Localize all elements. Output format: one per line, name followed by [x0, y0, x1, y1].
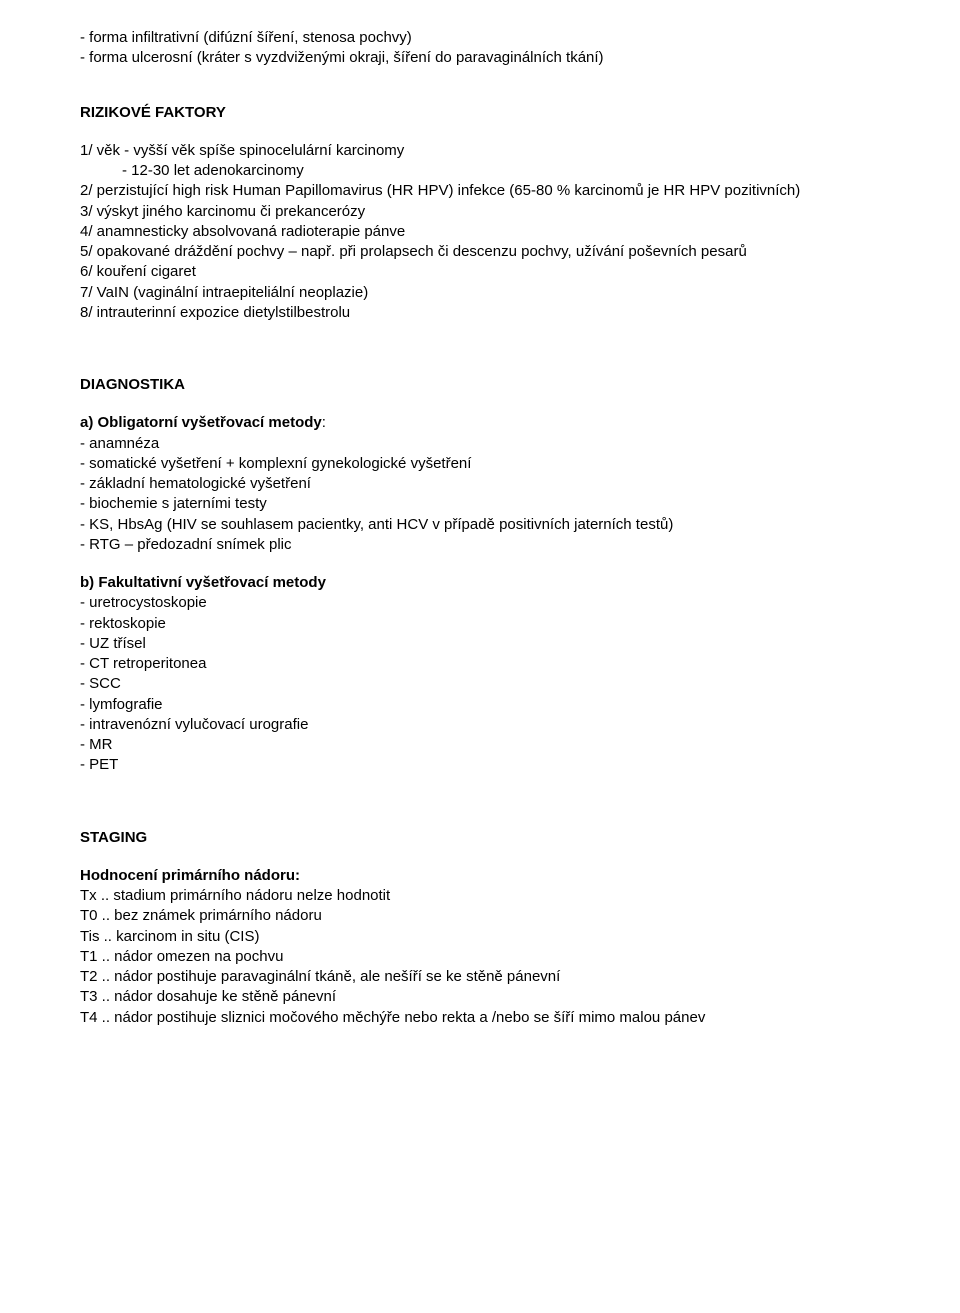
diag-a-colon: :: [322, 414, 326, 431]
staging-item: T3 .. nádor dosahuje ke stěně pánevní: [80, 987, 880, 1007]
intro-block: - forma infiltrativní (difúzní šíření, s…: [80, 28, 880, 69]
diag-a-item: - RTG – předozadní snímek plic: [80, 535, 880, 555]
intro-line: - forma ulcerosní (kráter s vyzdviženými…: [80, 48, 880, 68]
risk-item: 2/ perzistující high risk Human Papillom…: [80, 181, 880, 201]
diag-a-item: - základní hematologické vyšetření: [80, 474, 880, 494]
risk-heading: RIZIKOVÉ FAKTORY: [80, 103, 880, 123]
diag-a-item: - anamnéza: [80, 434, 880, 454]
diag-b-heading: b) Fakultativní vyšetřovací metody: [80, 573, 880, 593]
staging-item: Tis .. karcinom in situ (CIS): [80, 927, 880, 947]
diag-b-item: - SCC: [80, 674, 880, 694]
diag-a-heading-text: a) Obligatorní vyšetřovací metody: [80, 414, 322, 431]
diag-b-item: - UZ třísel: [80, 634, 880, 654]
diag-b-item: - CT retroperitonea: [80, 654, 880, 674]
risk-item-indent: - 12-30 let adenokarcinomy: [80, 161, 880, 181]
staging-subheading: Hodnocení primárního nádoru:: [80, 866, 880, 886]
staging-item: T0 .. bez známek primárního nádoru: [80, 906, 880, 926]
risk-item: 5/ opakované dráždění pochvy – např. při…: [80, 242, 880, 262]
diag-b-item: - PET: [80, 755, 880, 775]
intro-line: - forma infiltrativní (difúzní šíření, s…: [80, 28, 880, 48]
risk-item: 8/ intrauterinní expozice dietylstilbest…: [80, 303, 880, 323]
diag-b-item: - uretrocystoskopie: [80, 593, 880, 613]
diag-a-item: - KS, HbsAg (HIV se souhlasem pacientky,…: [80, 515, 880, 535]
diag-b-item: - MR: [80, 735, 880, 755]
diag-a-heading: a) Obligatorní vyšetřovací metody:: [80, 413, 880, 433]
risk-item: 7/ VaIN (vaginální intraepiteliální neop…: [80, 283, 880, 303]
risk-item: 4/ anamnesticky absolvovaná radioterapie…: [80, 222, 880, 242]
risk-item: 3/ výskyt jiného karcinomu či prekanceró…: [80, 202, 880, 222]
risk-factors-section: RIZIKOVÉ FAKTORY 1/ věk - vyšší věk spíš…: [80, 103, 880, 324]
diagnostika-section: DIAGNOSTIKA a) Obligatorní vyšetřovací m…: [80, 375, 880, 776]
diag-b-item: - lymfografie: [80, 695, 880, 715]
staging-item: T4 .. nádor postihuje sliznici močového …: [80, 1008, 880, 1028]
diag-b-item: - rektoskopie: [80, 614, 880, 634]
diag-heading: DIAGNOSTIKA: [80, 375, 880, 395]
risk-item: 6/ kouření cigaret: [80, 262, 880, 282]
staging-item: T1 .. nádor omezen na pochvu: [80, 947, 880, 967]
staging-item: T2 .. nádor postihuje paravaginální tkán…: [80, 967, 880, 987]
diag-a-item: - biochemie s jaterními testy: [80, 494, 880, 514]
risk-item: 1/ věk - vyšší věk spíše spinocelulární …: [80, 141, 880, 161]
diag-a-item: - somatické vyšetření + komplexní gyneko…: [80, 454, 880, 474]
staging-heading: STAGING: [80, 828, 880, 848]
staging-item: Tx .. stadium primárního nádoru nelze ho…: [80, 886, 880, 906]
staging-section: STAGING Hodnocení primárního nádoru: Tx …: [80, 828, 880, 1028]
diag-b-item: - intravenózní vylučovací urografie: [80, 715, 880, 735]
